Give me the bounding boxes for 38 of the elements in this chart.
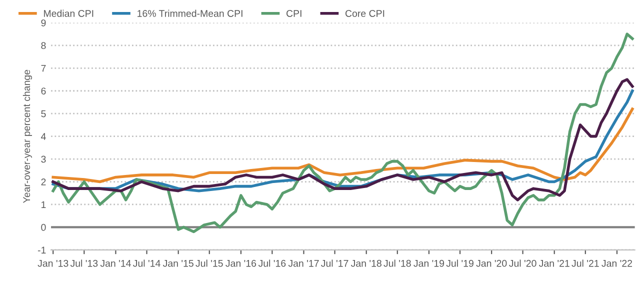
y-tick-label: 9 bbox=[41, 19, 46, 26]
legend-label: Core CPI bbox=[345, 10, 384, 17]
y-tick-label: -1 bbox=[38, 246, 46, 254]
line-series bbox=[52, 32, 634, 234]
y-tick-label: 1 bbox=[42, 201, 46, 208]
x-tick-label: Jan '20 bbox=[476, 260, 507, 267]
x-tick-label: Jan '22 bbox=[602, 260, 632, 267]
x-tick-label: Jan '13 bbox=[38, 260, 68, 267]
line-series bbox=[52, 108, 634, 184]
x-tick-label: Jul '15 bbox=[196, 260, 223, 267]
legend-label: Median CPI bbox=[44, 10, 94, 17]
y-tick-label: 3 bbox=[41, 156, 46, 163]
y-tick-label: 0 bbox=[41, 224, 46, 231]
x-tick-label: Jul '18 bbox=[384, 260, 411, 267]
y-axis-title: Year-over-year percent change bbox=[22, 70, 32, 203]
x-tick-label: Jul '14 bbox=[133, 260, 160, 267]
x-tick-label: Jan '21 bbox=[538, 260, 570, 267]
line-series bbox=[52, 78, 634, 202]
y-tick-label: 8 bbox=[41, 42, 46, 50]
x-tick-label: Jul '16 bbox=[258, 260, 286, 267]
x-tick-label: Jul '19 bbox=[446, 260, 474, 267]
x-tick-label: Jan '16 bbox=[226, 260, 256, 267]
legend-label: CPI bbox=[286, 10, 302, 17]
y-tick-label: 5 bbox=[41, 110, 46, 118]
x-tick-label: Jul '13 bbox=[70, 260, 98, 267]
x-tick-label: Jan '18 bbox=[350, 260, 382, 267]
y-tick-label: 6 bbox=[41, 88, 46, 94]
x-tick-label: Jul '20 bbox=[509, 260, 536, 267]
x-tick-label: Jan '14 bbox=[100, 260, 131, 267]
y-tick-label: 4 bbox=[40, 133, 46, 140]
y-tick-label: 2 bbox=[41, 178, 46, 186]
x-tick-label: Jan '15 bbox=[162, 260, 194, 267]
x-tick-label: Jan '19 bbox=[414, 260, 444, 267]
x-tick-label: Jul '21 bbox=[572, 260, 599, 267]
x-tick-label: Jul '17 bbox=[321, 260, 348, 267]
legend-label: 16% Trimmed-Mean CPI bbox=[138, 10, 242, 17]
x-tick-label: Jan '17 bbox=[288, 260, 319, 267]
y-tick-label: 7 bbox=[41, 64, 46, 72]
